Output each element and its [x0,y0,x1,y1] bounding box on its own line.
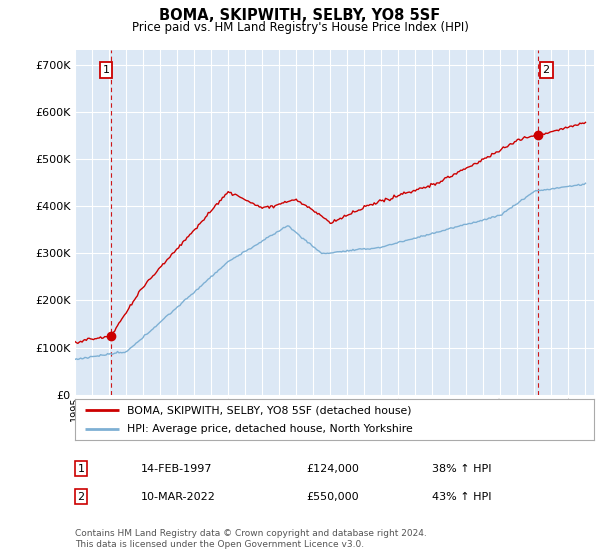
Text: HPI: Average price, detached house, North Yorkshire: HPI: Average price, detached house, Nort… [127,424,413,433]
Text: BOMA, SKIPWITH, SELBY, YO8 5SF: BOMA, SKIPWITH, SELBY, YO8 5SF [160,8,440,24]
Text: £550,000: £550,000 [306,492,359,502]
Text: Contains HM Land Registry data © Crown copyright and database right 2024.
This d: Contains HM Land Registry data © Crown c… [75,529,427,549]
Text: 2: 2 [542,65,550,75]
Text: 38% ↑ HPI: 38% ↑ HPI [432,464,491,474]
Text: 1: 1 [77,464,85,474]
Text: 14-FEB-1997: 14-FEB-1997 [141,464,212,474]
Text: 1: 1 [103,65,109,75]
Text: Price paid vs. HM Land Registry's House Price Index (HPI): Price paid vs. HM Land Registry's House … [131,21,469,34]
Text: £124,000: £124,000 [306,464,359,474]
Text: 10-MAR-2022: 10-MAR-2022 [141,492,216,502]
Text: 2: 2 [77,492,85,502]
Text: 43% ↑ HPI: 43% ↑ HPI [432,492,491,502]
Text: BOMA, SKIPWITH, SELBY, YO8 5SF (detached house): BOMA, SKIPWITH, SELBY, YO8 5SF (detached… [127,405,412,415]
